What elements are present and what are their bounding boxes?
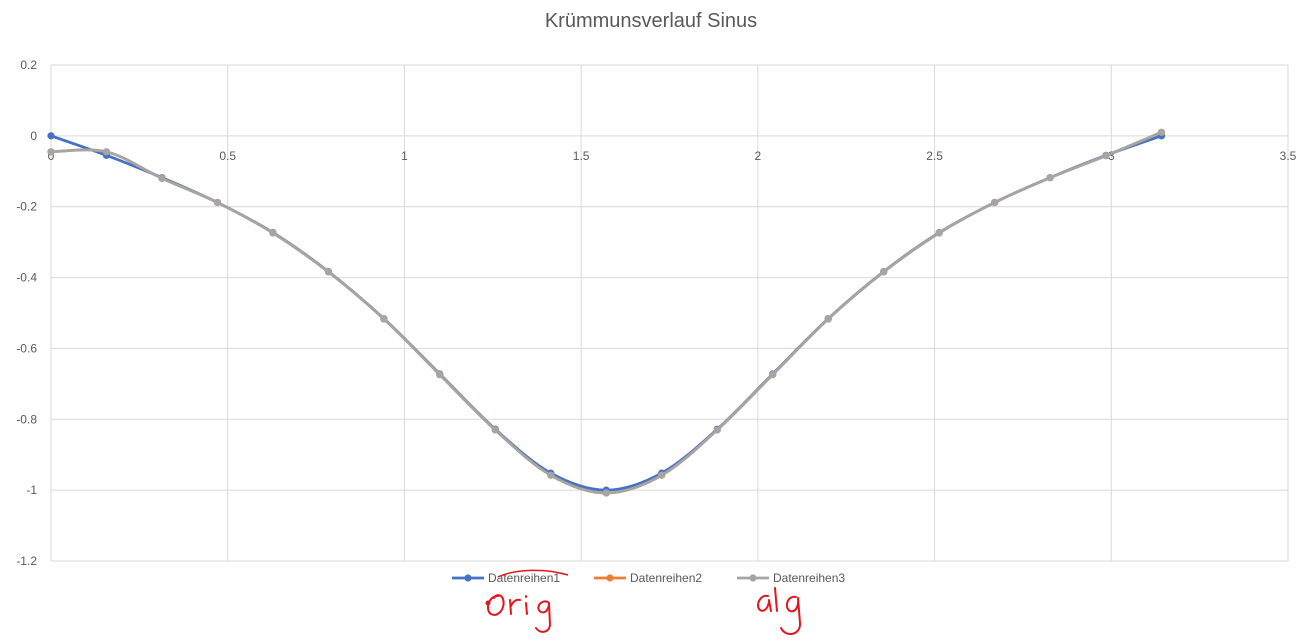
data-point [269, 229, 277, 237]
series-group [47, 128, 1166, 497]
y-tick-label: -0.2 [16, 200, 37, 214]
data-point [436, 371, 444, 379]
legend-item: Datenreihen3 [737, 571, 845, 585]
data-point [47, 148, 55, 156]
strike-stroke [497, 569, 569, 578]
series-line [50, 131, 1163, 495]
data-point [824, 315, 832, 323]
x-tick-label: 0 [48, 149, 55, 163]
y-tick-label: -0.4 [16, 271, 37, 285]
legend-swatch-marker [606, 574, 614, 582]
handwritten-annotations [485, 569, 801, 635]
y-tick-label: -0.8 [16, 412, 37, 426]
chart-title: Krümmunsverlauf Sinus [545, 10, 757, 32]
data-point [1102, 152, 1110, 160]
legend-item: Datenreihen1 [452, 571, 560, 585]
handwriting-alg [757, 587, 801, 635]
series-line [50, 131, 1163, 495]
data-point [158, 174, 166, 182]
y-tick-labels: 0.2 0 -0.2 -0.4 -0.6 -0.8 -1 -1.2 [16, 58, 37, 568]
y-tick-label: -0.6 [16, 341, 37, 355]
series-1 [47, 132, 1166, 494]
data-point [935, 229, 943, 237]
data-point [713, 426, 721, 434]
x-tick-label: 2.5 [926, 149, 943, 163]
legend-swatch-marker [749, 574, 757, 582]
data-point [491, 426, 499, 434]
legend-label: Datenreihen1 [488, 571, 560, 585]
series-line [50, 134, 1162, 492]
legend-swatch-marker [464, 574, 472, 582]
data-point [602, 489, 610, 497]
legend-item: Datenreihen2 [594, 571, 702, 585]
x-tick-label: 3 [1108, 149, 1115, 163]
y-tick-label: 0 [30, 129, 37, 143]
x-tick-label: 3.5 [1280, 149, 1297, 163]
handwriting-orig [485, 594, 551, 633]
y-tick-label: 0.2 [20, 58, 37, 72]
data-point [102, 148, 111, 156]
data-point [213, 198, 222, 207]
legend-label: Datenreihen3 [773, 571, 845, 585]
x-tick-label: 1 [401, 149, 408, 163]
data-point [658, 471, 666, 479]
data-point [47, 132, 55, 140]
x-tick-labels: 0 0.5 1 1.5 2 2.5 3 3.5 [48, 149, 1297, 163]
x-tick-label: 1.5 [573, 149, 590, 163]
series-3 [47, 128, 1166, 497]
legend-label: Datenreihen2 [630, 571, 702, 585]
y-tick-label: -1.2 [16, 554, 37, 568]
gridlines [50, 64, 1289, 562]
data-point [380, 315, 388, 323]
y-tick-label: -1 [26, 483, 37, 497]
x-tick-label: 0.5 [219, 149, 236, 163]
data-point [1046, 174, 1054, 182]
data-point [991, 198, 999, 207]
series-2 [47, 128, 1166, 497]
data-point [547, 471, 555, 479]
data-point [769, 371, 777, 379]
data-point [1157, 128, 1166, 136]
x-tick-label: 2 [755, 149, 762, 163]
data-point [880, 268, 888, 276]
data-point [324, 268, 333, 276]
